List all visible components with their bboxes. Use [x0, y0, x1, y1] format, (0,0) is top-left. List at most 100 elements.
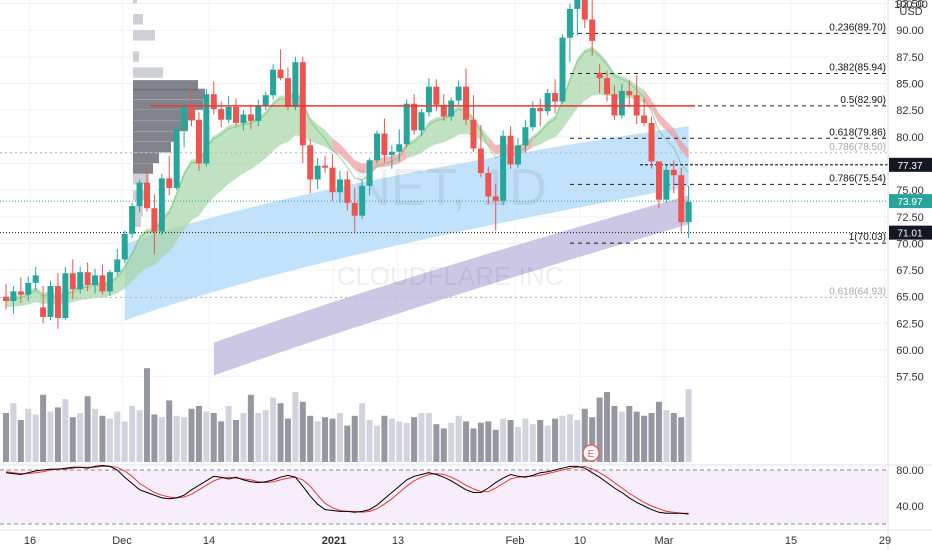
- candle-body: [277, 69, 284, 79]
- candle-body: [611, 94, 618, 116]
- time-axis[interactable]: 16 Dec 14 2021 13 Feb 10 Mar 15 29: [0, 529, 932, 547]
- time-tick-label: 16: [24, 535, 36, 547]
- time-tick-label: 13: [392, 535, 404, 547]
- candle-body: [195, 119, 202, 164]
- volume-profile-bar: [133, 51, 139, 62]
- volume-profile-bar: [133, 14, 143, 25]
- candle-body: [307, 145, 314, 180]
- candle-body: [136, 182, 143, 207]
- volume-bar: [544, 425, 551, 462]
- candle-body: [166, 178, 173, 188]
- volume-bar: [663, 410, 670, 462]
- price-axis[interactable]: 97.5095.0092.5090.0087.5085.0082.5080.00…: [887, 0, 932, 550]
- fib-label: 0.786(75.54): [829, 173, 886, 184]
- candle-body: [589, 19, 596, 41]
- price-tick-label: 80.00: [896, 132, 924, 144]
- volume-bar: [225, 406, 232, 462]
- candle-body: [655, 161, 662, 200]
- time-tick-label: 2021: [322, 535, 346, 547]
- volume-profile-bar: [133, 0, 137, 4]
- volume-bar: [396, 421, 403, 462]
- volume-bar: [329, 418, 336, 462]
- volume-bar: [32, 414, 39, 462]
- volume-bar: [655, 401, 662, 462]
- price-tick-label: 82.50: [896, 105, 924, 117]
- volume-bar: [322, 417, 329, 462]
- volume-profile-bar: [133, 205, 143, 217]
- candle-body: [685, 201, 692, 223]
- candle-body: [314, 165, 321, 180]
- candle-body: [203, 94, 210, 164]
- candle-body: [225, 106, 232, 120]
- candle-body: [3, 296, 9, 301]
- stoch-tick-label: 40.00: [896, 501, 924, 513]
- candle-body: [500, 135, 507, 201]
- candle-body: [411, 103, 418, 131]
- volume-bar: [77, 413, 84, 462]
- candle-body: [233, 106, 240, 123]
- time-tick-label: Mar: [655, 535, 674, 547]
- volume-bar: [492, 429, 499, 462]
- volume-bar: [678, 417, 685, 462]
- volume-bar: [136, 410, 143, 462]
- watermark-name: CLOUDFLARE INC: [337, 261, 564, 291]
- volume-bar: [537, 420, 544, 462]
- volume-bar: [166, 400, 173, 462]
- volume-bar: [403, 422, 410, 462]
- volume-bar: [552, 418, 559, 462]
- candle-body: [322, 165, 329, 168]
- volume-bar: [203, 411, 210, 462]
- volume-bar: [589, 417, 596, 462]
- volume-bar: [10, 403, 17, 462]
- volume-bar: [670, 413, 677, 462]
- candle-body: [99, 275, 106, 292]
- price-tag[interactable]: [889, 194, 932, 209]
- volume-bar: [648, 413, 655, 462]
- candle-body: [388, 151, 395, 155]
- candle-body: [477, 148, 484, 174]
- candle-body: [529, 108, 536, 128]
- earnings-circle[interactable]: [582, 444, 600, 462]
- candle-body: [210, 94, 217, 110]
- ema-fast-line: [5, 49, 689, 302]
- volume-bar: [99, 415, 106, 462]
- price-tag-label: 73.97: [897, 197, 922, 208]
- price-tag[interactable]: [889, 157, 932, 172]
- volume-bar: [210, 413, 217, 462]
- ribbon-fast-up: [65, 88, 333, 303]
- fib-label: 0.618(64.93): [829, 286, 886, 297]
- candle-body: [47, 286, 54, 317]
- price-tick-label: 67.50: [896, 265, 924, 277]
- candle-body: [566, 8, 573, 38]
- candle-body: [507, 135, 514, 165]
- candle-body: [92, 275, 99, 285]
- candle-body: [418, 112, 425, 131]
- volume-bar: [151, 414, 158, 462]
- price-tag-label: 71.01: [897, 229, 922, 240]
- candle-body: [425, 86, 432, 113]
- volume-bar: [106, 418, 113, 462]
- volume-bar: [641, 415, 648, 462]
- volume-bar: [277, 403, 284, 462]
- currency-label: USD: [899, 6, 922, 18]
- volume-bar: [455, 415, 462, 462]
- earnings-marker[interactable]: E: [582, 444, 600, 462]
- volume-bar: [463, 421, 470, 462]
- candle-body: [663, 169, 670, 200]
- price-tag[interactable]: [889, 225, 932, 240]
- candle-body: [596, 72, 603, 79]
- candle-body: [626, 90, 633, 96]
- candle-body: [158, 178, 165, 232]
- volume-bar: [262, 410, 269, 462]
- candle-body: [255, 105, 262, 121]
- volume-profile-bar: [133, 109, 195, 121]
- candle-body: [32, 275, 39, 283]
- volume-bar: [121, 421, 128, 462]
- candle-body: [604, 78, 611, 95]
- fib-label: 0.5(82.90): [840, 95, 886, 106]
- candle-body: [129, 206, 136, 234]
- candle-body: [151, 208, 158, 232]
- candle-body: [455, 86, 462, 101]
- candle-body: [114, 259, 121, 273]
